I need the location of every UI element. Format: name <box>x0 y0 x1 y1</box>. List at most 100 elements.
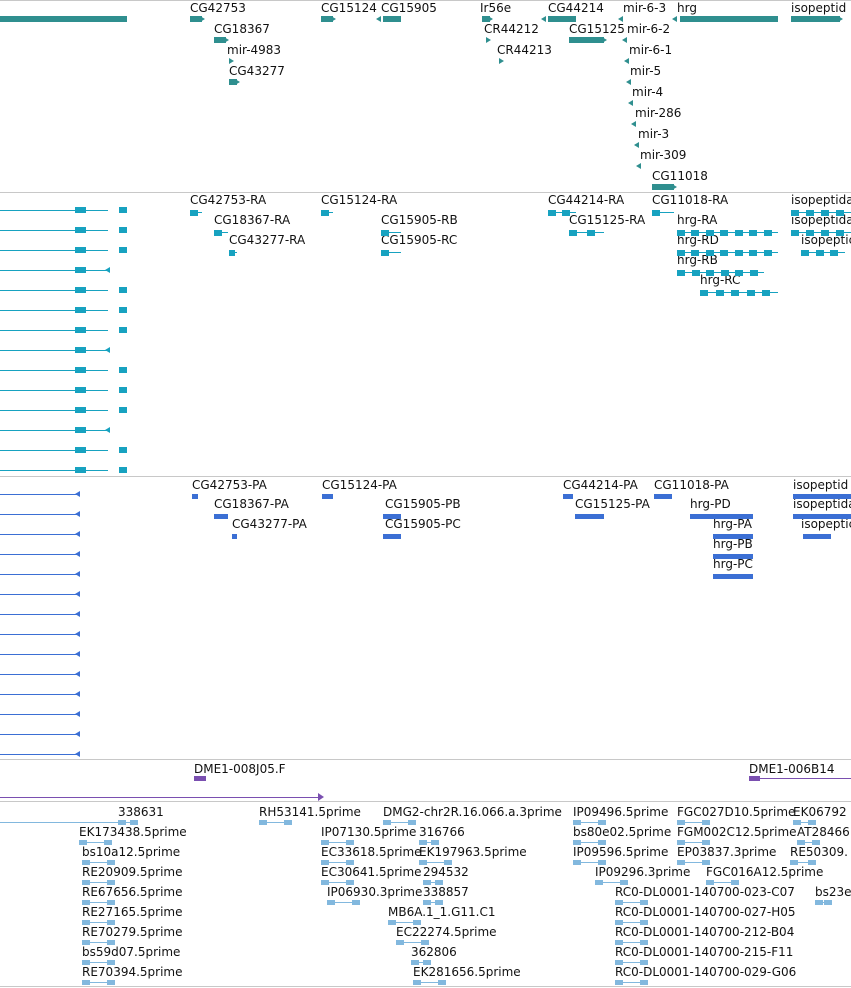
est-line[interactable] <box>797 842 821 843</box>
est-label[interactable]: RC0-DL0001-140700-212-B04 <box>615 925 795 939</box>
est-block[interactable] <box>129 820 138 825</box>
protein-line[interactable] <box>0 514 80 515</box>
exon-block[interactable] <box>119 367 127 373</box>
exon-block[interactable] <box>119 387 127 393</box>
exon-block[interactable] <box>691 230 700 236</box>
intron-line[interactable] <box>0 430 108 431</box>
est-block[interactable] <box>812 840 821 845</box>
est-label[interactable]: 338857 <box>423 885 469 899</box>
est-line[interactable] <box>615 922 648 923</box>
exon-block[interactable] <box>791 230 799 236</box>
est-line[interactable] <box>321 862 354 863</box>
est-line[interactable] <box>595 882 628 883</box>
est-line[interactable] <box>0 822 118 823</box>
protein-label[interactable]: CG44214-PA <box>563 478 638 492</box>
intron-line[interactable] <box>0 370 108 371</box>
est-line[interactable] <box>423 882 443 883</box>
exon-block[interactable] <box>762 290 771 296</box>
est-block[interactable] <box>352 900 360 905</box>
est-label[interactable]: RC0-DL0001-140700-027-H05 <box>615 905 796 919</box>
gene-bar[interactable] <box>383 16 401 22</box>
est-line[interactable] <box>573 862 606 863</box>
est-block[interactable] <box>327 900 335 905</box>
protein-block[interactable] <box>793 494 851 499</box>
gene-label[interactable]: CG15125 <box>569 22 625 36</box>
est-label[interactable]: IP07130.5prime <box>321 825 417 839</box>
est-block[interactable] <box>793 820 801 825</box>
est-label[interactable]: IP09596.5prime <box>573 845 669 859</box>
exon-block[interactable] <box>734 230 743 236</box>
est-block[interactable] <box>107 880 115 885</box>
est-label[interactable]: RE70279.5prime <box>82 925 183 939</box>
gene-label[interactable]: hrg <box>677 1 697 15</box>
est-label[interactable]: EC30641.5prime <box>321 865 422 879</box>
transcript-label[interactable]: hrg-RA <box>677 213 718 227</box>
protein-line[interactable] <box>0 594 80 595</box>
exon-block[interactable] <box>75 267 86 273</box>
exon-block[interactable] <box>720 270 729 276</box>
est-label[interactable]: DMG2-chr2R.16.066.a.3prime <box>383 805 562 819</box>
est-block[interactable] <box>107 920 115 925</box>
exon-block[interactable] <box>548 210 556 216</box>
exon-block[interactable] <box>586 230 595 236</box>
est-label[interactable]: RC0-DL0001-140700-029-G06 <box>615 965 797 979</box>
est-line[interactable] <box>790 862 817 863</box>
intron-line[interactable] <box>0 270 108 271</box>
intron-line[interactable] <box>0 250 108 251</box>
est-block[interactable] <box>598 840 606 845</box>
est-label[interactable]: FGC016A12.5prime <box>706 865 824 879</box>
est-label[interactable]: EK197963.5prime <box>419 845 527 859</box>
est-block[interactable] <box>615 940 623 945</box>
exon-block[interactable] <box>836 210 844 216</box>
est-block[interactable] <box>346 840 354 845</box>
est-block[interactable] <box>702 820 710 825</box>
transcript-label[interactable]: CG18367-RA <box>214 213 291 227</box>
est-label[interactable]: IP06930.3prime <box>327 885 423 899</box>
exon-block[interactable] <box>119 467 127 473</box>
est-label[interactable]: EK281656.5prime <box>413 965 521 979</box>
est-block[interactable] <box>598 820 606 825</box>
est-block[interactable] <box>815 900 823 905</box>
exon-block[interactable] <box>75 387 86 393</box>
gene-bar[interactable] <box>214 37 226 43</box>
intron-line[interactable] <box>0 230 108 231</box>
exon-block[interactable] <box>75 447 86 453</box>
est-label[interactable]: 294532 <box>423 865 469 879</box>
protein-line[interactable] <box>0 494 80 495</box>
est-line[interactable] <box>259 822 292 823</box>
est-block[interactable] <box>423 880 431 885</box>
est-block[interactable] <box>82 920 90 925</box>
est-block[interactable] <box>573 820 581 825</box>
est-label[interactable]: RH53141.5prime <box>259 805 361 819</box>
est-label[interactable]: RE67656.5prime <box>82 885 183 899</box>
protein-line[interactable] <box>0 734 80 735</box>
est-block[interactable] <box>408 820 416 825</box>
est-block[interactable] <box>421 940 429 945</box>
est-block[interactable] <box>808 820 817 825</box>
est-block[interactable] <box>434 900 443 905</box>
exon-block[interactable] <box>749 270 758 276</box>
protein-label[interactable]: CG15905-PB <box>385 497 461 511</box>
gene-label[interactable]: CG15905 <box>381 1 437 15</box>
est-block[interactable] <box>118 820 126 825</box>
est-label[interactable]: RC0-DL0001-140700-023-C07 <box>615 885 795 899</box>
intron-line[interactable] <box>0 470 108 471</box>
est-label[interactable]: RE70394.5prime <box>82 965 183 979</box>
est-line[interactable] <box>615 942 648 943</box>
protein-block[interactable] <box>563 494 573 499</box>
gene-bar[interactable] <box>0 16 127 22</box>
intron-line[interactable] <box>0 330 108 331</box>
clone-label[interactable]: DME1-006B14 <box>749 762 835 776</box>
est-block[interactable] <box>411 960 419 965</box>
gene-label[interactable]: CG15124 <box>321 1 377 15</box>
gene-label[interactable]: mir-6-2 <box>627 22 671 36</box>
exon-block[interactable] <box>821 210 829 216</box>
transcript-label[interactable]: hrg-RD <box>677 233 719 247</box>
clone-label[interactable]: DME1-008J05.F <box>194 762 286 776</box>
exon-block[interactable] <box>119 327 127 333</box>
gene-bar[interactable] <box>791 16 840 22</box>
exon-block[interactable] <box>75 367 86 373</box>
est-block[interactable] <box>615 900 623 905</box>
protein-label[interactable]: isopeptic <box>801 517 851 531</box>
protein-line[interactable] <box>0 754 80 755</box>
